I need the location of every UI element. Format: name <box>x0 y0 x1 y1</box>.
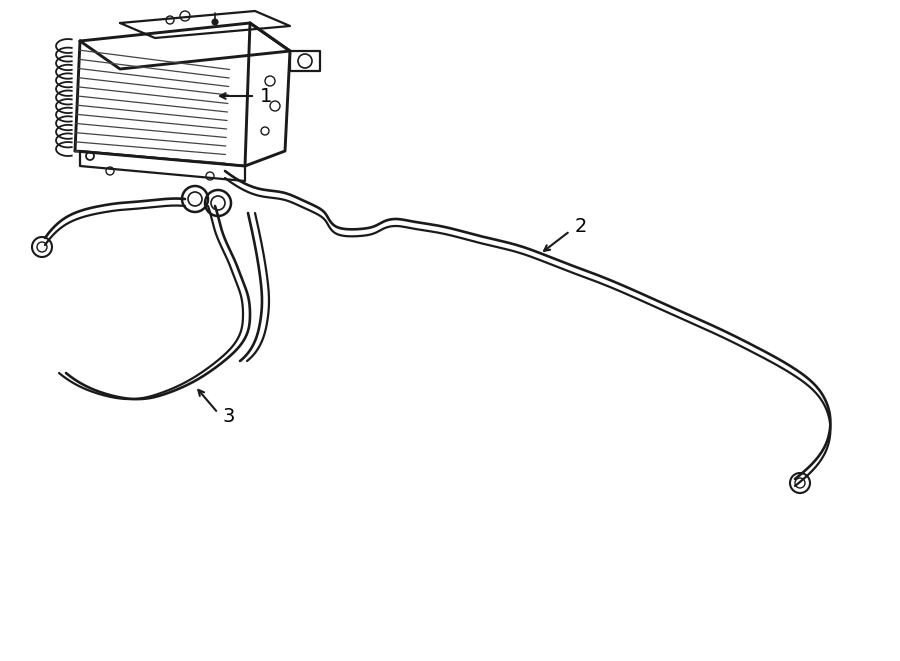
Text: 3: 3 <box>222 407 234 426</box>
Circle shape <box>212 19 218 25</box>
Text: 2: 2 <box>575 217 588 235</box>
Text: 1: 1 <box>260 87 273 106</box>
